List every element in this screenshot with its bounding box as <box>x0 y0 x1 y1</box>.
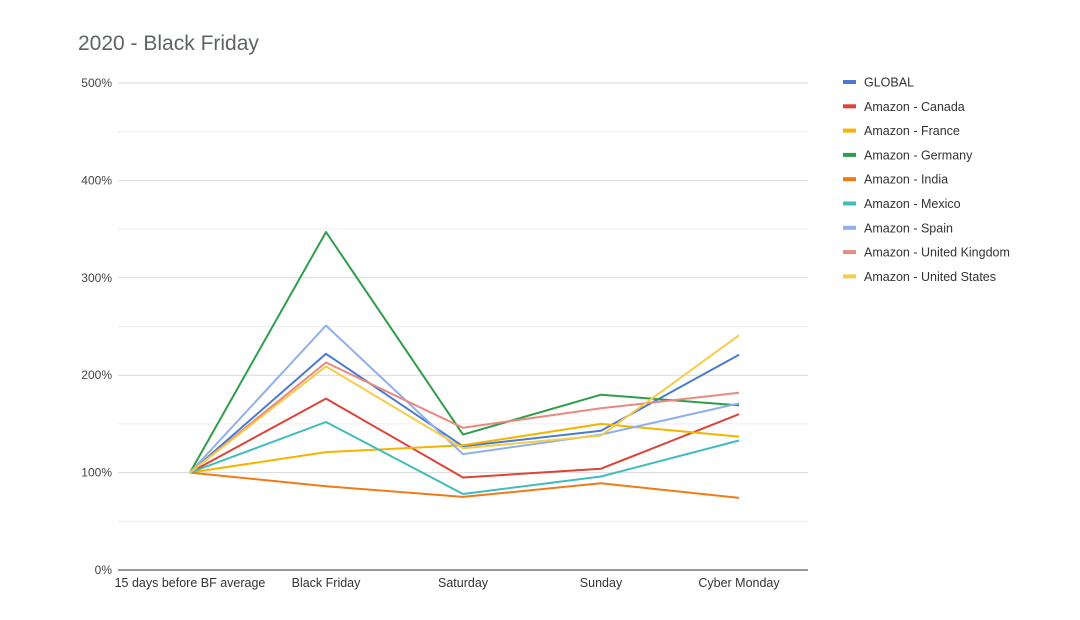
x-tick-label: Cyber Monday <box>698 576 780 590</box>
series-line-amazon-united-kingdom <box>189 361 740 474</box>
x-tick-label: Saturday <box>438 576 489 590</box>
legend-label: GLOBAL <box>864 76 914 90</box>
series-line-amazon-mexico <box>189 421 740 495</box>
y-tick-label: 0% <box>95 563 113 577</box>
legend-label: Amazon - India <box>864 173 948 187</box>
series-line-amazon-india <box>189 471 740 499</box>
series-line-amazon-spain <box>189 324 740 474</box>
legend-swatch <box>843 80 856 84</box>
legend-label: Amazon - Spain <box>864 221 953 235</box>
y-tick-label: 500% <box>81 76 112 90</box>
legend-swatch <box>843 201 856 206</box>
legend-swatch <box>843 274 856 279</box>
legend-label: Amazon - Germany <box>864 148 973 162</box>
legend-swatch <box>843 104 856 109</box>
chart-title: 2020 - Black Friday <box>78 32 259 55</box>
series-line-amazon-france <box>189 422 740 474</box>
legend-swatch <box>843 128 856 133</box>
series-line-amazon-united-states <box>189 334 740 474</box>
y-tick-label: 100% <box>81 466 112 480</box>
legend-swatch <box>843 250 856 255</box>
legend-label: Amazon - Mexico <box>864 197 961 211</box>
series-line-amazon-germany <box>189 231 740 474</box>
legend-label: Amazon - United States <box>864 270 996 284</box>
x-tick-label: Sunday <box>580 576 623 590</box>
y-tick-label: 300% <box>81 271 112 285</box>
legend-label: Amazon - United Kingdom <box>864 246 1010 260</box>
legend-label: Amazon - Canada <box>864 100 965 114</box>
legend-swatch <box>843 177 856 182</box>
legend-swatch <box>843 225 856 230</box>
y-tick-label: 400% <box>81 173 112 187</box>
x-tick-label: 15 days before BF average <box>115 576 266 590</box>
y-tick-label: 200% <box>81 368 112 382</box>
x-tick-label: Black Friday <box>292 576 362 590</box>
legend-label: Amazon - France <box>864 124 960 138</box>
series-line-amazon-canada <box>189 397 740 479</box>
legend-swatch <box>843 152 856 157</box>
